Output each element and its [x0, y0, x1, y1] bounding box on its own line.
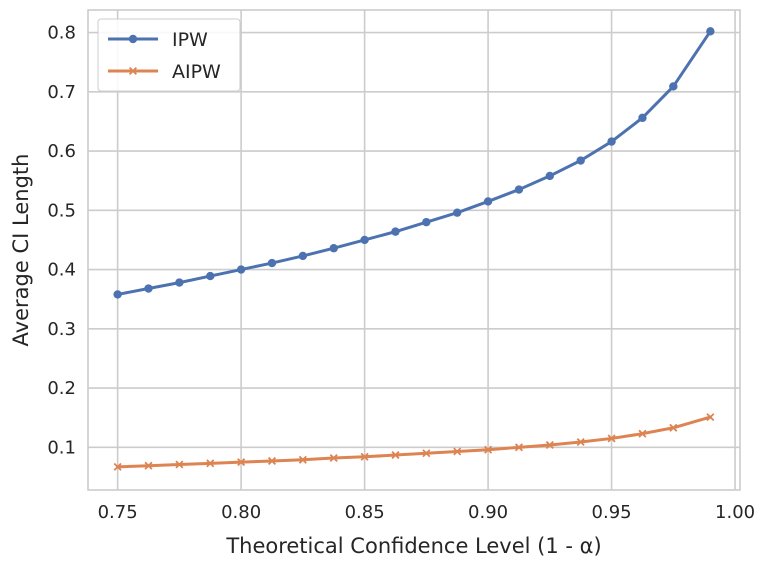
data-point-ipw: [607, 137, 616, 146]
y-tick-label: 0.4: [47, 260, 76, 281]
data-point-ipw: [113, 290, 122, 299]
data-point-aipw: [360, 452, 369, 461]
x-tick-label: 0.80: [221, 502, 261, 523]
data-point-aipw: [607, 434, 616, 443]
series-aipw: [113, 413, 715, 471]
x-axis-label: Theoretical Confidence Level (1 - α): [225, 534, 601, 558]
data-point-ipw: [144, 284, 153, 293]
plot-frame: [87, 9, 741, 491]
x-tick-label: 0.75: [98, 502, 138, 523]
legend-marker-ipw: [128, 34, 138, 44]
y-tick-label: 0.3: [47, 319, 76, 340]
data-point-aipw: [329, 453, 338, 463]
data-point-ipw: [298, 251, 308, 261]
data-point-ipw: [514, 185, 524, 194]
data-point-ipw: [453, 208, 462, 217]
data-point-aipw: [144, 461, 153, 470]
y-tick-label: 0.7: [47, 82, 76, 103]
data-point-ipw: [360, 235, 369, 245]
x-tick-label: 1.00: [715, 502, 755, 523]
data-point-aipw: [545, 440, 554, 449]
grid: [88, 10, 740, 490]
series-group: [113, 27, 715, 471]
data-point-aipw: [298, 455, 307, 464]
data-point-aipw: [514, 443, 523, 452]
data-point-ipw: [545, 171, 555, 181]
legend-entry-aipw: AIPW: [108, 61, 221, 83]
data-point-aipw: [453, 447, 462, 456]
x-tick-label: 0.85: [345, 502, 385, 523]
y-tick-labels: 0.1 0.2 0.3 0.4 0.5 0.6 0.7 0.8: [47, 23, 76, 459]
legend-entry-ipw: IPW: [108, 29, 208, 51]
data-point-aipw: [669, 423, 678, 432]
y-tick-label: 0.5: [47, 200, 76, 221]
x-tick-label: 0.95: [592, 502, 632, 523]
data-point-ipw: [236, 265, 246, 274]
data-point-aipw: [638, 429, 647, 438]
data-point-aipw: [206, 459, 215, 468]
data-point-aipw: [391, 451, 400, 460]
data-point-ipw: [329, 244, 338, 253]
data-point-ipw: [267, 258, 277, 268]
series-ipw: [113, 27, 715, 299]
data-point-aipw: [237, 458, 246, 467]
data-point-aipw: [422, 449, 431, 458]
data-point-ipw: [206, 271, 215, 281]
data-point-ipw: [706, 27, 715, 36]
data-point-ipw: [422, 217, 431, 227]
data-point-ipw: [669, 82, 678, 91]
legend-marker-aipw: [128, 66, 138, 76]
series-line-aipw: [116, 415, 712, 469]
data-point-aipw: [113, 462, 122, 471]
y-tick-label: 0.8: [47, 23, 76, 44]
y-tick-label: 0.1: [47, 437, 76, 458]
x-tick-labels: 0.75 0.80 0.85 0.90 0.95 1.00: [98, 502, 756, 523]
legend: IPW AIPW: [97, 18, 241, 92]
y-axis-label: Average CI Length: [9, 154, 33, 347]
legend-label-aipw: AIPW: [172, 61, 221, 83]
y-tick-label: 0.2: [47, 378, 76, 399]
data-point-aipw: [706, 413, 715, 422]
data-point-aipw: [484, 445, 493, 454]
data-point-ipw: [483, 197, 493, 206]
data-point-aipw: [175, 460, 184, 469]
legend-label-ipw: IPW: [172, 29, 208, 51]
y-tick-label: 0.6: [47, 141, 76, 162]
data-point-ipw: [175, 278, 184, 287]
data-point-ipw: [638, 113, 647, 123]
data-point-ipw: [391, 227, 400, 236]
data-point-aipw: [267, 456, 277, 465]
data-point-aipw: [576, 437, 585, 447]
x-tick-label: 0.90: [468, 502, 508, 523]
data-point-ipw: [576, 156, 585, 165]
series-line-ipw: [116, 29, 712, 296]
